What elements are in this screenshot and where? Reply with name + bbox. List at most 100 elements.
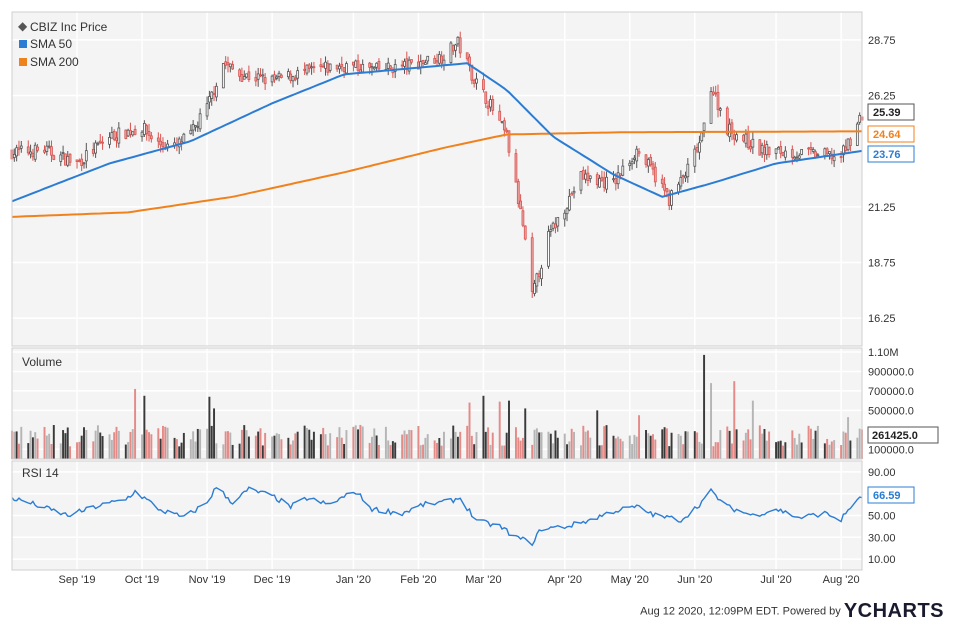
volume-bar xyxy=(540,432,543,459)
volume-bar xyxy=(36,438,39,459)
price-candle xyxy=(328,63,332,73)
legend-sma200-name: SMA 200 xyxy=(30,55,79,69)
volume-bar xyxy=(793,437,796,459)
volume-bar xyxy=(619,438,622,459)
volume-bar xyxy=(13,431,16,459)
volume-bar xyxy=(693,431,696,459)
price-candle xyxy=(855,121,859,146)
volume-bar xyxy=(763,429,766,459)
price-candle xyxy=(730,119,734,141)
price-candle xyxy=(709,87,713,124)
price-candle xyxy=(108,132,111,149)
price-candle xyxy=(247,65,251,83)
volume-bar xyxy=(206,428,209,459)
volume-bar xyxy=(456,436,459,459)
x-tick-label: Jan '20 xyxy=(336,574,371,586)
legend-price-name: CBIZ Inc Price xyxy=(30,20,108,34)
volume-bar xyxy=(208,396,211,459)
price-candle xyxy=(572,186,576,199)
price-candle xyxy=(96,141,100,146)
volume-bar xyxy=(64,433,67,459)
volume-bar xyxy=(600,445,603,459)
volume-bar xyxy=(596,410,599,459)
volume-bar xyxy=(384,426,387,459)
volume-bar xyxy=(840,445,843,459)
price-y-tick-label: 18.75 xyxy=(868,258,896,270)
volume-bar xyxy=(115,426,118,459)
price-candle xyxy=(312,61,316,73)
volume-bar xyxy=(438,438,441,459)
price-candle xyxy=(305,64,309,76)
price-candle xyxy=(354,59,358,68)
price-candle xyxy=(145,123,149,141)
volume-bar xyxy=(240,429,243,459)
volume-bar xyxy=(273,435,276,459)
volume-bar xyxy=(278,434,281,459)
price-candle xyxy=(774,148,778,160)
price-candle xyxy=(800,149,803,156)
volume-bar xyxy=(261,445,264,459)
price-candle xyxy=(598,174,601,188)
volume-bar xyxy=(730,443,733,459)
volume-bar xyxy=(231,444,234,459)
panel-frames xyxy=(11,11,863,571)
price-candle xyxy=(846,138,850,152)
price-candle xyxy=(519,194,522,210)
volume-bar xyxy=(714,442,717,459)
volume-bar xyxy=(598,445,601,459)
volume-bar xyxy=(816,425,819,459)
price-candle xyxy=(735,131,738,143)
volume-bar xyxy=(503,445,506,459)
price-candle xyxy=(231,60,234,70)
price-candle xyxy=(742,133,745,143)
volume-bar xyxy=(113,432,116,459)
volume-bar xyxy=(531,444,534,459)
volume-bar xyxy=(336,437,339,459)
volume-bar xyxy=(164,426,167,459)
volume-bar xyxy=(238,443,241,459)
footer-timestamp: Aug 12 2020, 12:09PM EDT. xyxy=(640,605,780,618)
volume-bar xyxy=(159,438,162,459)
indicator-lines xyxy=(11,62,863,547)
volume-bar xyxy=(289,444,292,459)
price-candle xyxy=(563,209,567,227)
volume-bar xyxy=(742,440,745,459)
volume-bar xyxy=(96,425,99,459)
price-candle xyxy=(718,107,722,117)
price-candle xyxy=(621,159,625,177)
volume-bar xyxy=(519,440,522,459)
volume-bar xyxy=(375,435,378,459)
volume-bar xyxy=(48,433,51,459)
volume-bar xyxy=(700,443,703,459)
volume-bar xyxy=(134,388,137,459)
price-candle xyxy=(454,43,457,58)
price-candle xyxy=(124,129,128,140)
volume-bar xyxy=(294,433,297,459)
sma50-badge-text: 23.76 xyxy=(873,149,901,161)
volume-bar xyxy=(371,436,373,459)
volume-bar xyxy=(280,439,283,459)
volume-bar xyxy=(303,425,306,459)
price-candle xyxy=(117,122,121,148)
volume-bar xyxy=(452,425,455,459)
price-candle xyxy=(15,144,19,162)
volume-bar xyxy=(76,442,78,459)
volume-bar xyxy=(405,434,408,459)
price-candle xyxy=(783,146,787,161)
price-candle xyxy=(293,74,297,82)
volume-bar xyxy=(663,427,666,459)
price-candle xyxy=(535,272,539,293)
price-candle xyxy=(516,178,520,208)
volume-bar xyxy=(849,440,852,459)
volume-bar xyxy=(621,441,624,459)
price-candle xyxy=(530,232,534,298)
volume-bar xyxy=(329,433,332,459)
price-candle xyxy=(568,188,571,212)
volume-bar xyxy=(210,425,213,459)
volume-bar xyxy=(635,436,638,459)
price-candle xyxy=(61,145,65,160)
sma200-line xyxy=(11,130,863,218)
volume-bar xyxy=(468,402,471,459)
volume-bar xyxy=(338,427,341,459)
sma50-badge xyxy=(867,145,915,163)
